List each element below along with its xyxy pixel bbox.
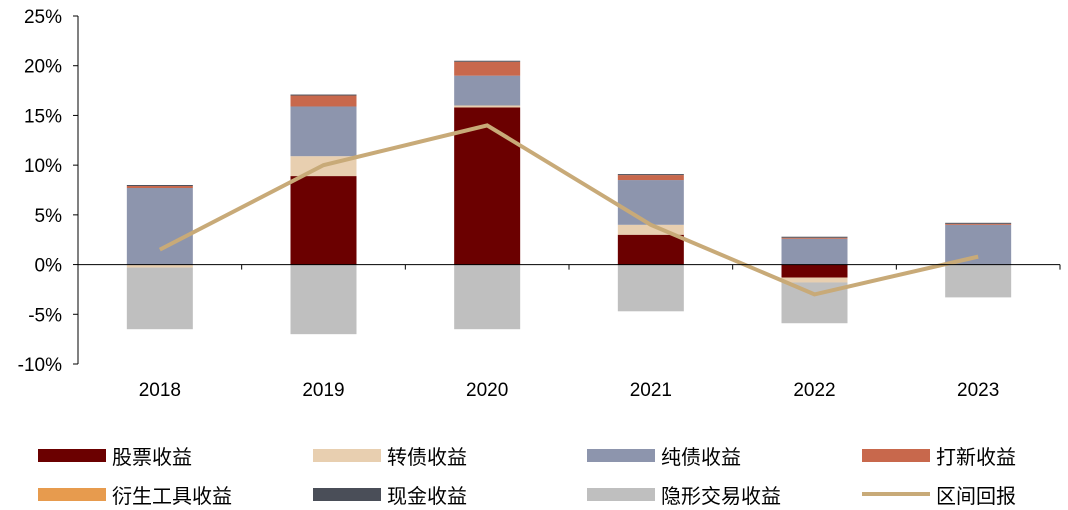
bar-segment-2020-s1 [454,105,521,108]
bar-segment-2019-s6 [290,264,357,335]
line-series-return [158,123,979,297]
bar-segment-2022-s1 [781,277,848,283]
bar-segment-2019-s2 [290,106,357,157]
line-layer [158,123,979,297]
y-tick-label: 10% [24,156,62,177]
bar-segment-2022-s5 [781,236,848,238]
bar-segment-2020-s2 [454,75,521,106]
bar-segment-2022-s2 [781,238,848,265]
bar-segment-2023-s5 [945,222,1012,224]
y-tick-label: 20% [24,57,62,78]
bars-layer [126,60,1012,335]
bar-segment-2018-s1 [126,264,193,268]
x-tick-label: 2020 [466,380,508,401]
bar-segment-2020-s3 [454,61,521,76]
bar-segment-2022-s0 [781,264,848,278]
bar-segment-2022-s3 [781,237,848,239]
bar-segment-2019-s0 [290,176,357,265]
bar-segment-2023-s6 [945,264,1012,298]
bar-segment-2021-s2 [617,180,684,225]
bar-segment-2020-s6 [454,264,521,330]
bar-segment-2023-s3 [945,223,1012,225]
y-tick-label: 0% [35,256,63,277]
bar-segment-2020-s5 [454,60,521,62]
bar-segment-2019-s5 [290,94,357,96]
x-tick-label: 2023 [957,380,999,401]
y-tick-label: 5% [35,206,63,227]
bar-segment-2019-s3 [290,95,357,107]
axes-layer: 25% 20% 15% 10% 5% 0% -5% -10% 2018 2019 2020 2021 2… [18,7,1061,401]
bar-segment-2018-s2 [126,188,193,265]
x-tick-label: 2021 [630,380,672,401]
x-tick-label: 2022 [793,380,835,401]
y-tick-label: 25% [24,7,62,28]
bar-segment-2021-s1 [617,224,684,235]
y-tick-label: 15% [24,106,62,127]
y-tick-label: -10% [18,355,62,376]
bar-segment-2018-s5 [126,185,193,187]
x-tick-label: 2019 [302,380,344,401]
bar-segment-2021-s6 [617,264,684,312]
x-tick-label: 2018 [139,380,181,401]
bar-segment-2020-s0 [454,107,521,265]
bar-segment-2021-s0 [617,234,684,265]
y-tick-label: -5% [28,305,62,326]
bar-segment-2021-s3 [617,175,684,181]
bar-segment-2021-s5 [617,174,684,176]
bar-segment-2018-s6 [126,267,193,330]
bar-segment-2018-s3 [126,186,193,189]
